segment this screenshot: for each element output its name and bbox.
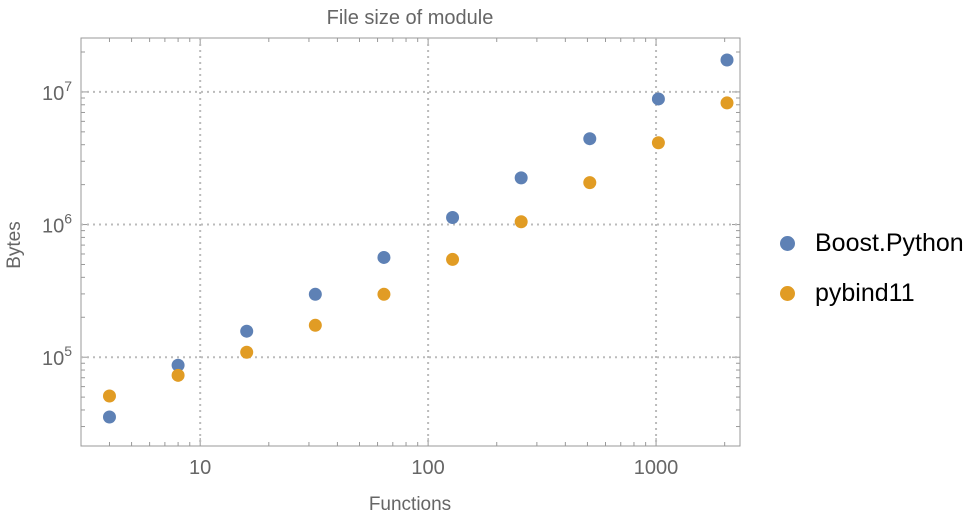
legend-label: Boost.Python	[815, 228, 964, 257]
y-tick-exponent: 5	[64, 343, 72, 359]
data-point-pybind11	[102, 389, 116, 403]
data-point-pybind11	[308, 318, 322, 332]
data-point-boost-python	[308, 287, 322, 301]
data-point-boost-python	[720, 53, 734, 67]
data-point-boost-python	[583, 132, 597, 146]
x-axis-label: Functions	[369, 494, 451, 513]
data-point-pybind11	[377, 287, 391, 301]
y-tick-exponent: 7	[64, 78, 72, 94]
y-tick-label: 106	[42, 211, 72, 238]
data-point-pybind11	[446, 252, 460, 266]
data-point-boost-python	[240, 324, 254, 338]
data-point-pybind11	[583, 176, 597, 190]
legend-label: pybind11	[815, 278, 915, 307]
data-point-pybind11	[720, 96, 734, 110]
y-tick-base: 10	[42, 348, 64, 370]
x-tick-label: 1000	[634, 457, 679, 479]
data-point-pybind11	[651, 136, 665, 150]
data-point-boost-python	[446, 211, 460, 225]
legend-marker	[780, 285, 795, 301]
legend: Boost.Python pybind11	[780, 218, 964, 318]
data-point-boost-python	[651, 92, 665, 106]
data-point-pybind11	[240, 345, 254, 359]
data-point-pybind11	[514, 215, 528, 229]
data-point-boost-python	[377, 250, 391, 264]
y-tick-exponent: 6	[64, 211, 72, 227]
data-point-boost-python	[171, 358, 185, 372]
data-point-boost-python	[514, 171, 528, 185]
x-tick-label: 100	[411, 457, 444, 479]
y-tick-label: 107	[42, 78, 72, 105]
data-point-pybind11	[171, 368, 185, 382]
data-point-boost-python	[102, 410, 116, 424]
x-tick-label: 10	[189, 457, 211, 479]
y-axis-label: Bytes	[4, 221, 25, 269]
legend-item: Boost.Python	[780, 218, 964, 268]
plot-frame	[80, 37, 741, 447]
y-tick-base: 10	[42, 216, 64, 238]
legend-marker	[780, 235, 795, 251]
y-tick-label: 105	[42, 343, 72, 370]
y-tick-base: 10	[42, 83, 64, 105]
chart-title: File size of module	[327, 7, 494, 29]
legend-item: pybind11	[780, 268, 964, 318]
